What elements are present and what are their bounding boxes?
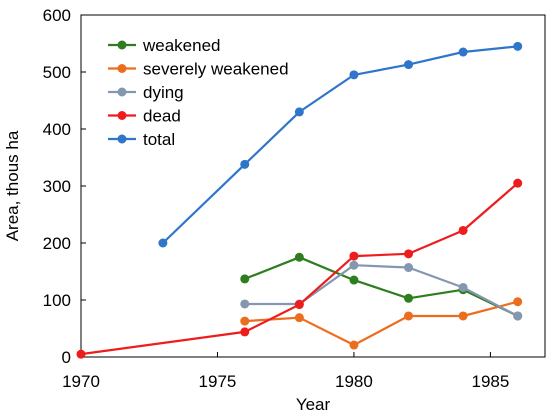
series-line-dying	[244, 264, 519, 317]
legend-label: weakened	[142, 36, 221, 55]
legend-swatch-marker	[117, 111, 127, 120]
series-weakened	[240, 252, 523, 321]
x-axis-title: Year	[296, 395, 331, 414]
data-point-dead	[404, 249, 414, 259]
data-point-severely-weakened	[349, 340, 359, 350]
legend-label: severely weakened	[143, 60, 289, 79]
legend-item-severely-weakened: severely weakened	[108, 60, 289, 79]
legend-swatch-marker	[117, 134, 127, 144]
data-point-dying	[349, 260, 359, 270]
data-point-total	[513, 41, 523, 51]
legend-label: dying	[143, 83, 184, 102]
data-point-dead	[76, 349, 86, 359]
y-tick-label: 300	[43, 177, 71, 196]
axes: 0 100 200 300 400 500 600 1970 1975 1980 1985	[43, 6, 546, 391]
legend-swatch-marker	[117, 87, 127, 97]
x-tick-label: 1975	[199, 372, 237, 391]
data-point-severely-weakened	[458, 311, 468, 321]
series-dead	[76, 178, 523, 359]
y-axis-title: Area, thous ha	[3, 130, 22, 241]
data-point-total	[294, 107, 304, 117]
data-point-total	[404, 60, 414, 70]
data-point-dead	[240, 327, 250, 337]
data-point-severely-weakened	[513, 297, 523, 307]
legend-swatch-marker	[117, 64, 127, 73]
data-point-total	[158, 238, 168, 248]
data-point-dying	[458, 282, 468, 292]
data-point-dying	[404, 263, 414, 273]
y-tick-label: 200	[43, 234, 71, 253]
y-tick-label: 400	[43, 120, 71, 139]
y-tick-label: 100	[43, 291, 71, 310]
legend-label: total	[143, 130, 175, 149]
x-tick-label: 1970	[62, 372, 100, 391]
data-point-severely-weakened	[404, 311, 414, 321]
data-point-weakened	[240, 274, 250, 284]
series-lines	[76, 41, 523, 359]
data-point-weakened	[294, 252, 304, 262]
data-point-weakened	[404, 293, 414, 303]
legend-item-weakened: weakened	[108, 36, 221, 55]
data-point-severely-weakened	[294, 313, 304, 323]
data-point-dead	[513, 178, 523, 188]
data-point-total	[349, 70, 359, 80]
y-tick-label: 0	[62, 348, 71, 367]
data-point-dying	[513, 311, 523, 321]
series-severely-weakened	[240, 297, 523, 350]
data-point-total	[458, 47, 468, 57]
data-point-dying	[240, 299, 250, 309]
legend: weakened severely weakened dying dead total	[108, 36, 289, 149]
x-tick-label: 1985	[471, 372, 509, 391]
y-tick-label: 600	[43, 6, 71, 25]
legend-item-total: total	[108, 130, 175, 149]
data-point-dead	[349, 251, 359, 261]
data-point-weakened	[349, 275, 359, 285]
legend-item-dead: dead	[108, 107, 181, 126]
series-total	[158, 41, 523, 248]
legend-label: dead	[143, 107, 181, 126]
legend-swatch-marker	[117, 40, 127, 50]
series-line-weakened	[244, 256, 519, 317]
legend-item-dying: dying	[108, 83, 184, 102]
y-tick-label: 500	[43, 63, 71, 82]
data-point-dead	[294, 300, 304, 310]
series-line-dead	[80, 182, 519, 356]
x-tick-label: 1980	[335, 372, 373, 391]
data-point-severely-weakened	[240, 316, 250, 326]
data-point-total	[240, 159, 250, 169]
data-point-dead	[458, 225, 468, 235]
series-line-severely-weakened	[244, 300, 518, 347]
